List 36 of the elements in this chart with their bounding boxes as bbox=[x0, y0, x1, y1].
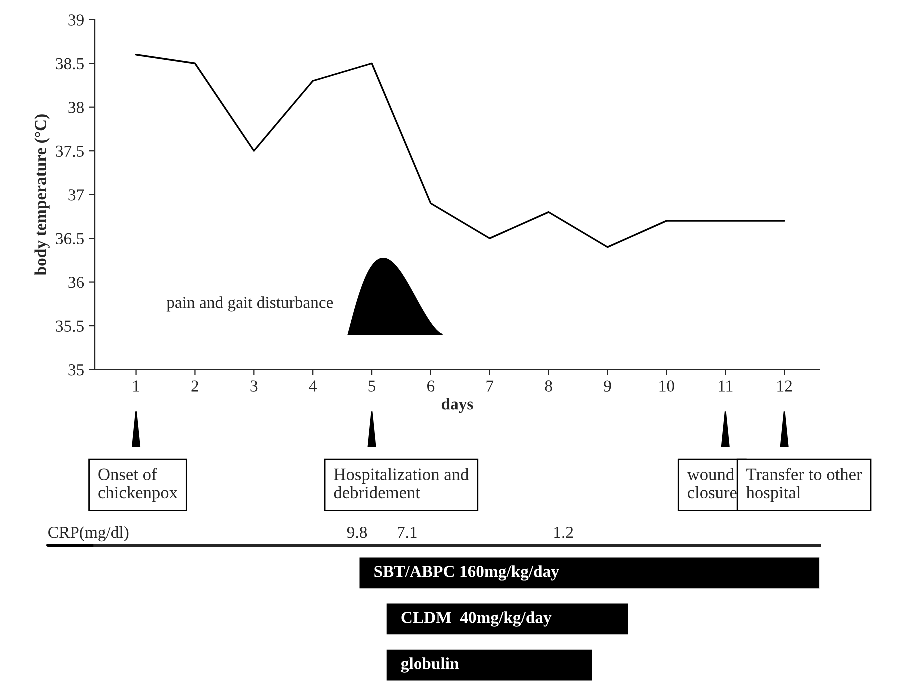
line-series bbox=[135, 54, 786, 248]
text: wound closure bbox=[687, 468, 737, 499]
text: 7.1 bbox=[398, 527, 417, 538]
y-tick-label: 35 bbox=[68, 364, 84, 376]
text: Transfer to other hospital bbox=[746, 468, 862, 502]
x-tick-label: 1 bbox=[134, 380, 140, 392]
y-tick-label: 37.5 bbox=[56, 146, 84, 158]
x-axis-title: days bbox=[442, 398, 474, 414]
x-tick-label: 3 bbox=[250, 380, 258, 392]
y-tick-label: 36.5 bbox=[56, 233, 84, 245]
text: 1.2 bbox=[554, 527, 574, 538]
text: 9.8 bbox=[347, 526, 368, 538]
y-axis-title: body temperature (°C) bbox=[34, 114, 50, 276]
text: CRP(mg/dl) bbox=[48, 526, 129, 542]
x-tick-label: 4 bbox=[309, 380, 317, 392]
y-tick-label: 38 bbox=[68, 102, 84, 114]
category-label: SBT/ABPC 160mg/kg/day bbox=[374, 566, 560, 581]
x-tick-label: 12 bbox=[778, 380, 792, 392]
y-tick-label: 36 bbox=[68, 277, 84, 288]
y-tick-label: 37 bbox=[68, 190, 84, 201]
x-tick-label: 10 bbox=[660, 380, 674, 392]
category-label: globulin bbox=[401, 658, 460, 673]
y-tick-label: 38.5 bbox=[56, 58, 84, 70]
x-tick-label: 2 bbox=[192, 380, 198, 392]
text: Onset of chickenpox bbox=[98, 468, 178, 502]
x-tick-label: 8 bbox=[545, 380, 552, 392]
category-label: CLDM 40mg/kg/day bbox=[402, 612, 552, 627]
x-tick-label: 7 bbox=[486, 380, 494, 392]
x-tick-label: 5 bbox=[368, 380, 376, 392]
y-tick-label: 39 bbox=[68, 14, 84, 26]
annotation: pain and gait disturbance bbox=[166, 296, 334, 312]
x-tick-label: 9 bbox=[604, 380, 612, 392]
text: Hospitalization and debridement bbox=[334, 468, 469, 499]
x-tick-label: 6 bbox=[428, 380, 435, 392]
y-tick-label: 35.5 bbox=[56, 320, 84, 332]
x-tick-label: 11 bbox=[719, 380, 733, 392]
